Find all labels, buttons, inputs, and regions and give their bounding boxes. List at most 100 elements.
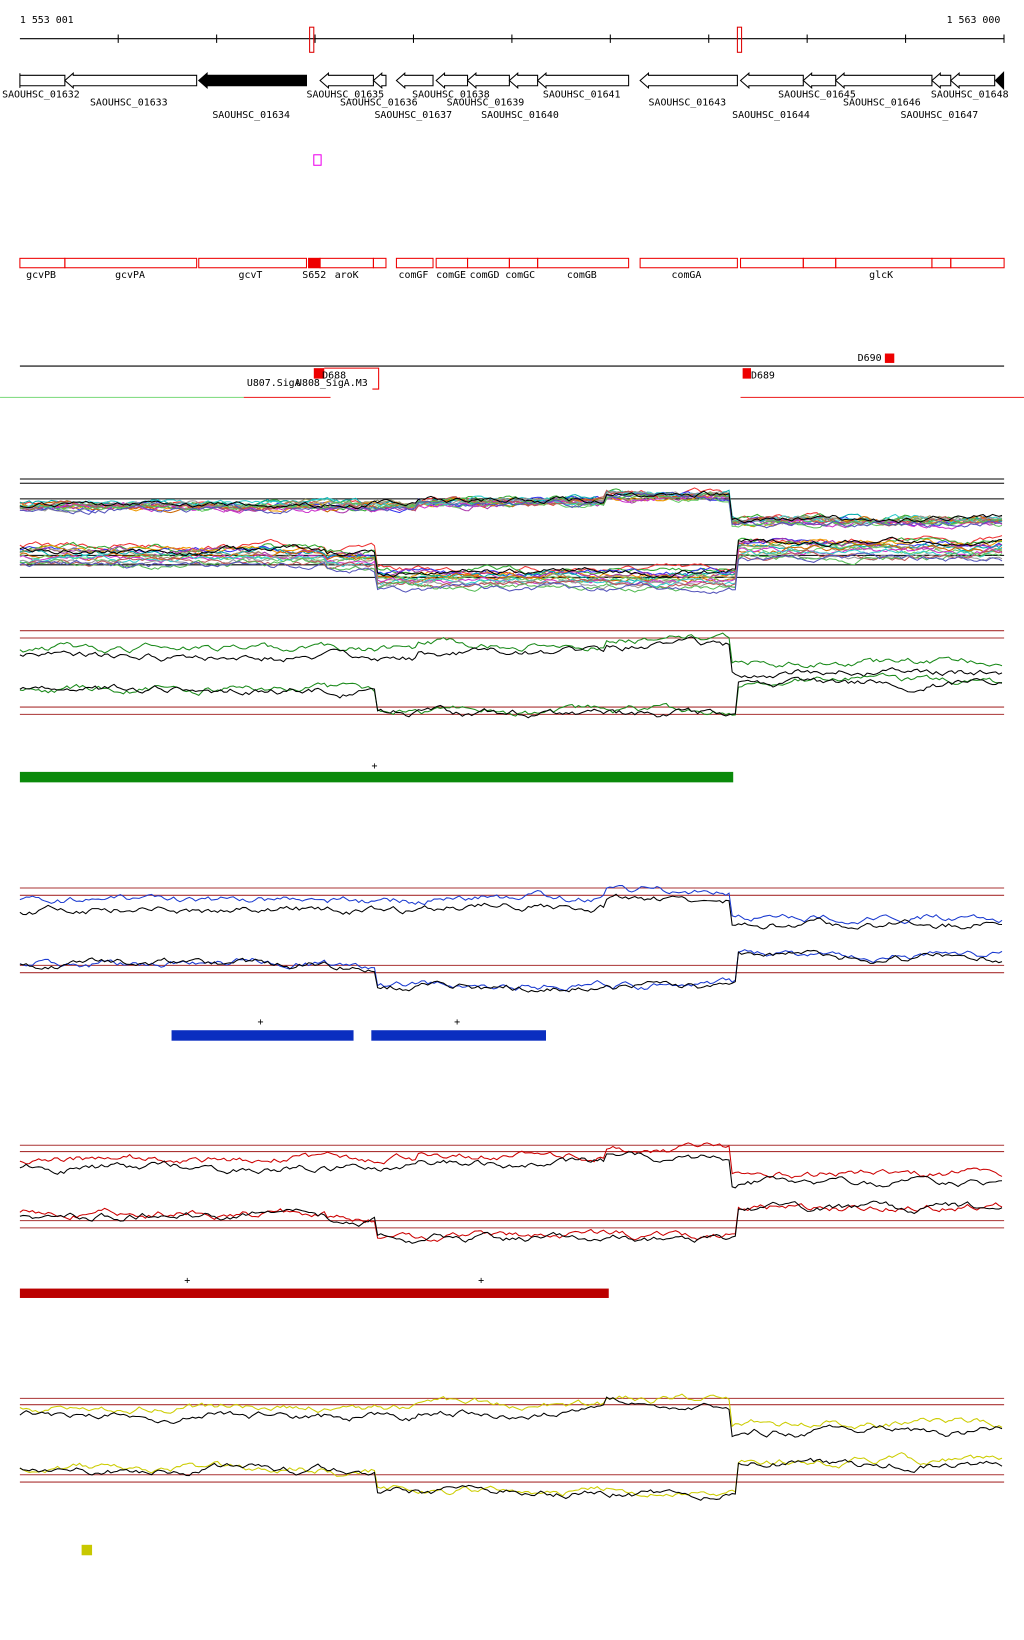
gene-arrow	[931, 72, 952, 90]
gene-label: SAOUHSC_01645	[778, 89, 856, 100]
trace	[19, 553, 1003, 590]
trace	[19, 672, 1003, 717]
feature-label: comGE	[436, 270, 466, 281]
feature-box	[639, 257, 738, 269]
gene-label: SAOUHSC_01641	[543, 89, 621, 100]
segment-marker: +	[454, 1017, 460, 1028]
trace	[19, 893, 1003, 930]
trace	[19, 492, 1003, 527]
trace	[19, 547, 1003, 588]
trace	[19, 552, 1003, 594]
trace	[19, 1452, 1003, 1498]
annotation-label: D688	[322, 371, 346, 382]
gene-arrow	[64, 72, 198, 90]
feature-box	[308, 257, 321, 269]
trace	[19, 491, 1003, 529]
feature-box	[508, 257, 539, 269]
segment-marker: +	[257, 1017, 263, 1028]
trace	[19, 1151, 1003, 1189]
gene-arrow	[834, 72, 933, 90]
segment-marker: +	[371, 761, 377, 772]
feature-box	[537, 257, 630, 269]
segment-bar	[371, 1030, 546, 1041]
gene-arrow	[395, 72, 434, 90]
gene-label: SAOUHSC_01644	[732, 110, 810, 121]
annotation-box	[884, 353, 895, 363]
gene-arrow	[949, 72, 996, 90]
annotation-box	[313, 368, 325, 379]
annotation-label: U807.SigA	[247, 378, 301, 389]
gene-label: SAOUHSC_01646	[843, 98, 921, 109]
trace	[19, 543, 1003, 584]
trace	[19, 538, 1003, 580]
gene-label: SAOUHSC_01643	[648, 98, 726, 109]
feature-label: gcvT	[238, 270, 262, 281]
feature-label: comGC	[505, 270, 535, 281]
segment-marker: +	[478, 1275, 484, 1286]
gene-arrow	[536, 72, 630, 90]
feature-box	[435, 257, 469, 269]
trace	[19, 549, 1003, 590]
gene-arrow	[739, 72, 804, 90]
annotation-label: D690	[858, 353, 882, 364]
trace	[19, 1396, 1003, 1438]
gene-label: SAOUHSC_01640	[481, 110, 559, 121]
gene-label: SAOUHSC_01639	[447, 98, 525, 109]
marker	[313, 154, 322, 166]
trace	[19, 632, 1003, 669]
feature-box	[740, 257, 804, 269]
trace	[19, 1202, 1003, 1242]
feature-box	[372, 257, 387, 269]
trace	[19, 492, 1003, 529]
feature-label: S652	[302, 270, 326, 281]
gene-arrow	[508, 72, 539, 90]
gene-arrow	[639, 72, 738, 90]
feature-label: gcvPA	[115, 270, 145, 281]
segment-bar	[19, 1288, 609, 1298]
feature-label: comGB	[567, 270, 597, 281]
trace	[19, 1142, 1003, 1179]
trace	[19, 676, 1003, 719]
annotation-label: D689	[751, 371, 775, 382]
feature-label: comGF	[399, 270, 429, 281]
trace	[19, 536, 1003, 579]
trace	[19, 490, 1003, 524]
feature-label: aroK	[335, 270, 359, 281]
annotation-box	[742, 368, 751, 379]
gene-label: SAOUHSC_01633	[90, 98, 168, 109]
gene-label: SAOUHSC_01635	[306, 89, 384, 100]
segment-bar	[19, 771, 734, 783]
feature-box	[319, 257, 374, 269]
trace	[19, 1393, 1003, 1430]
feature-label: gcvPB	[26, 270, 56, 281]
trace	[19, 884, 1003, 925]
feature-label: comGA	[672, 270, 702, 281]
gene-arrow	[19, 73, 66, 88]
ruler-start: 1 553 001	[20, 15, 74, 26]
feature-box	[802, 257, 837, 269]
gene-arrow	[372, 72, 387, 90]
marker	[81, 1544, 93, 1556]
feature-label: glcK	[869, 270, 893, 281]
gene-label: SAOUHSC_01647	[901, 110, 979, 121]
trace	[19, 1200, 1003, 1244]
gene-label: SAOUHSC_01636	[340, 98, 418, 109]
gene-arrow	[319, 72, 374, 90]
segment-marker: +	[184, 1275, 190, 1286]
gene-arrow	[466, 72, 510, 90]
feature-box	[19, 257, 66, 269]
ruler-end: 1 563 000	[947, 15, 1001, 26]
feature-box	[198, 257, 307, 269]
gene-arrow	[802, 72, 837, 90]
feature-label: comGD	[470, 270, 500, 281]
trace	[19, 636, 1003, 679]
annotation-bracket	[324, 367, 380, 390]
trace	[19, 949, 1003, 993]
feature-box	[835, 257, 933, 269]
feature-box	[467, 257, 510, 269]
ruler-highlight	[736, 26, 743, 53]
feature-box	[395, 257, 434, 269]
trace	[19, 949, 1003, 992]
gene-arrow	[435, 72, 469, 90]
